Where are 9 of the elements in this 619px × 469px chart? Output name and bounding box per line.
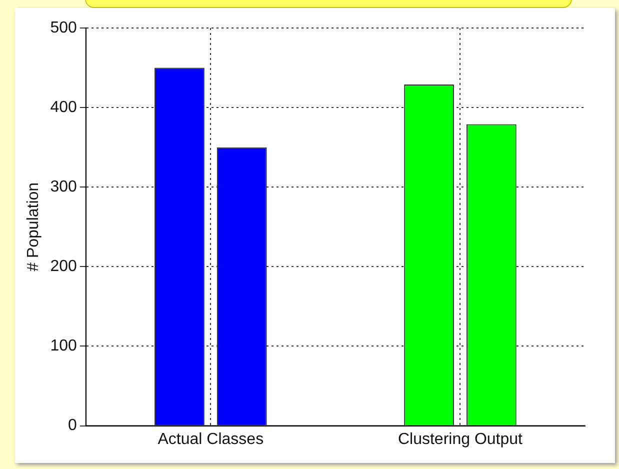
y-tick-label: 100 bbox=[50, 338, 77, 355]
y-tick-label: 400 bbox=[50, 98, 77, 116]
x-tick-label: Clustering Output bbox=[398, 430, 524, 448]
y-tick-label: 200 bbox=[50, 258, 77, 276]
y-axis-title: # Population bbox=[25, 182, 42, 272]
y-tick-label: 300 bbox=[50, 178, 77, 196]
y-tick-label: 500 bbox=[50, 19, 77, 36]
x-tick-label: Actual Classes bbox=[158, 430, 264, 448]
y-tick-label: 0 bbox=[68, 417, 77, 434]
